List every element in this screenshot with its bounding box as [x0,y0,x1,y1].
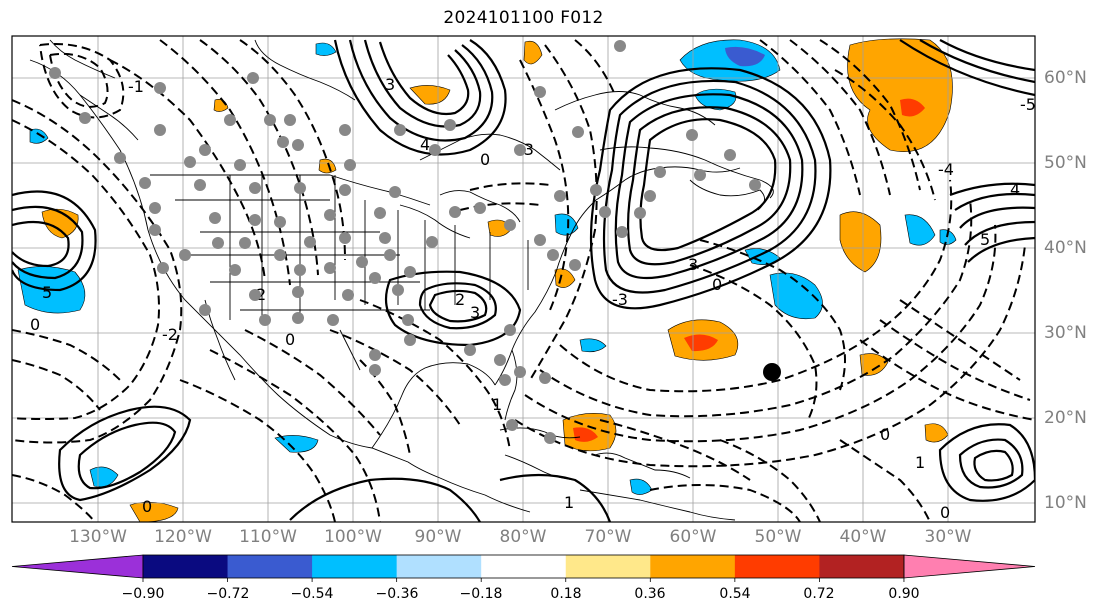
lon-label-90w: 90°W [414,527,462,547]
map-panel: -1 -2 -3 -3 -4 -5 0 0 0 0 0 0 0 1 1 1 2 … [12,36,1036,522]
colorbar-tick: −0.90 [121,586,165,602]
colorbar-segment [734,555,820,578]
contour-label: 1 [915,453,925,472]
contour-label: 4 [420,135,430,154]
colorbar-tick: 0.18 [550,586,582,602]
contour-label: 3 [470,303,480,322]
contour-label: 2 [256,285,266,304]
lat-label-50n: 50°N [1044,153,1087,173]
colorbar-tick: 0.90 [888,586,920,602]
contour-label: 2 [455,290,465,309]
map-frame [11,35,1036,523]
lon-label-70w: 70°W [584,527,632,547]
coastlines [29,39,774,521]
solid-contours [12,39,1035,522]
lat-label-30n: 30°N [1044,323,1087,343]
colorbar-segment [565,555,651,578]
lat-label-60n: 60°N [1044,68,1087,88]
contour-label: 0 [880,425,890,444]
lon-label-120w: 120°W [154,527,212,547]
dashed-contours [12,39,1035,522]
contour-label: 3 [688,255,698,274]
lon-label-60w: 60°W [669,527,717,547]
contour-label: -5 [1020,95,1036,114]
map-title: 2024101100 F012 [443,8,604,28]
colorbar-tick: 0.54 [719,586,751,602]
colorbar-segment [312,555,398,578]
lat-label-10n: 10°N [1044,493,1087,513]
lon-label-30w: 30°W [924,527,972,547]
contour-label: 0 [285,330,295,349]
contour-label: 0 [480,150,490,169]
lon-label-80w: 80°W [499,527,547,547]
colorbar-segment [396,555,482,578]
colorbar-tick: −0.36 [375,586,419,602]
colorbar-segment [650,555,736,578]
contour-label: 0 [940,503,950,522]
contour-label: 1 [564,493,574,512]
contour-label: 0 [30,315,40,334]
gray-dots [49,40,761,444]
lat-label-20n: 20°N [1044,408,1087,428]
lat-label-40n: 40°N [1044,238,1087,258]
colorbar-segment [143,555,229,578]
black-dot-marker [763,363,781,381]
colorbar-segment [819,555,905,578]
contour-label: 5 [980,230,990,249]
contour-label: 3 [385,75,395,94]
contour-label: -2 [162,325,178,344]
contour-label: 1 [492,395,502,414]
colorbar [11,554,1036,582]
colorbar-tick: −0.72 [206,586,250,602]
colorbar-segment [481,555,567,578]
contour-label: 5 [42,283,52,302]
colorbar-tick: 0.72 [803,586,835,602]
contour-label: 4 [1010,180,1020,199]
contour-label: 0 [142,497,152,516]
contour-label: -4 [938,160,954,179]
lon-label-110w: 110°W [239,527,297,547]
lon-label-50w: 50°W [754,527,802,547]
colorbar-segment [227,555,313,578]
shaded-regions [17,38,957,522]
colorbar-outline [142,554,905,579]
graticule [12,36,1035,522]
colorbar-tick: 0.36 [634,586,666,602]
colorbar-extend-high [903,554,1036,579]
contour-label: -1 [128,77,144,96]
colorbar-tick: −0.54 [290,586,334,602]
lon-label-40w: 40°W [839,527,887,547]
contour-label: 0 [712,275,722,294]
lon-label-130w: 130°W [69,527,127,547]
colorbar-extend-low [11,554,144,579]
colorbar-tick: −0.18 [459,586,503,602]
contour-label: -3 [612,290,628,309]
lon-label-100w: 100°W [324,527,382,547]
